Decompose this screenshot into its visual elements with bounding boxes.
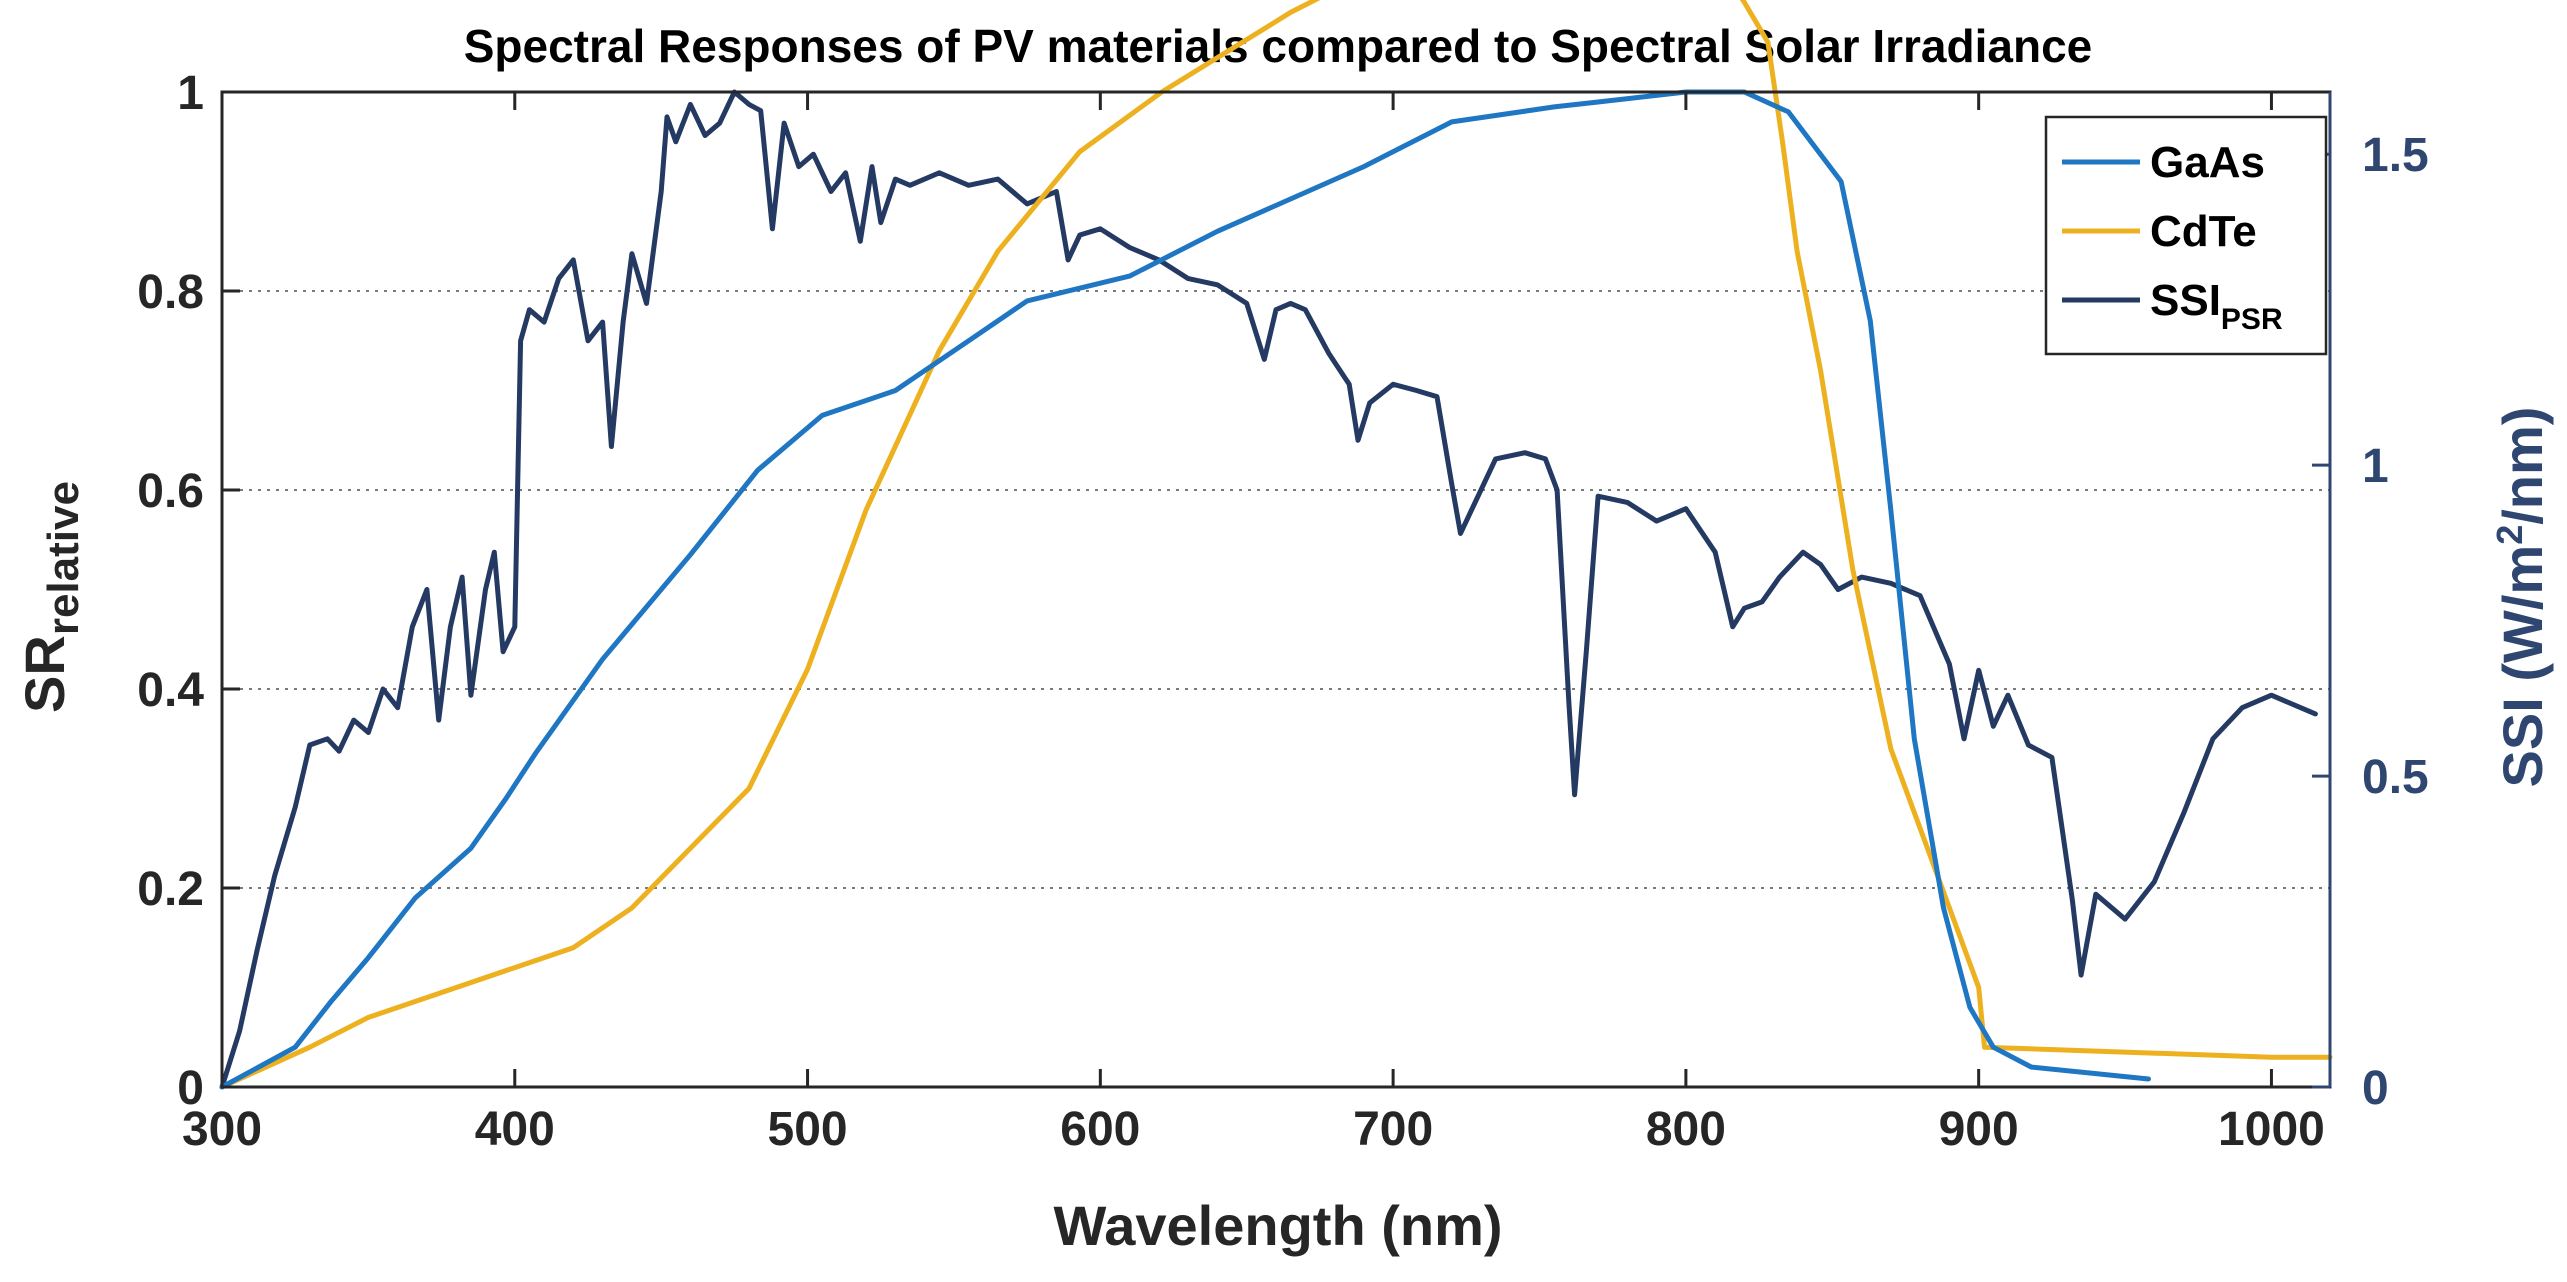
legend-label-gaas: GaAs bbox=[2150, 138, 2265, 187]
legend-label-ssi: SSIPSR bbox=[2150, 276, 2283, 336]
y-left-axis-title: SRrelative bbox=[13, 481, 88, 713]
y-left-tick-label: 0.6 bbox=[137, 465, 204, 518]
grid-lines bbox=[222, 290, 2330, 889]
legend: GaAs CdTe SSIPSR bbox=[2044, 115, 2328, 356]
y-right-axis-title-sup: 2 bbox=[2489, 525, 2530, 545]
x-axis-title: Wavelength (nm) bbox=[1053, 1194, 1502, 1257]
x-tick-labels: 300 400 500 600 700 800 900 1000 bbox=[182, 1103, 2325, 1156]
y-right-axis-title-post: /nm) bbox=[2491, 407, 2554, 525]
y-left-axis-title-sub: relative bbox=[39, 481, 88, 635]
x-tick-label: 500 bbox=[768, 1103, 848, 1156]
series-layer bbox=[219, 0, 2333, 1090]
y-left-tick-labels: 0 0.2 0.4 0.6 0.8 1 bbox=[137, 67, 204, 1115]
y-right-axis-title-pre: SSI (W/m bbox=[2491, 545, 2554, 788]
y-right-axis-title: SSI (W/m2/nm) bbox=[2489, 407, 2554, 788]
y-left-tick-label: 0.4 bbox=[137, 664, 204, 717]
x-tick-label: 400 bbox=[475, 1103, 555, 1156]
y-right-tick-label: 1 bbox=[2362, 440, 2389, 493]
y-right-tick-label: 0.5 bbox=[2362, 751, 2429, 804]
legend-label-ssi-main: SSI bbox=[2150, 276, 2221, 325]
x-tick-label: 1000 bbox=[2218, 1103, 2325, 1156]
legend-label-cdte: CdTe bbox=[2150, 207, 2257, 256]
y-left-tick-label: 0.2 bbox=[137, 863, 204, 916]
legend-box bbox=[2044, 115, 2328, 356]
y-left-tick-label: 1 bbox=[177, 67, 204, 120]
legend-label-ssi-sub: PSR bbox=[2221, 303, 2283, 336]
y-left-tick-label: 0 bbox=[177, 1062, 204, 1115]
legend-item-ssi: SSIPSR bbox=[2062, 276, 2283, 336]
x-tick-label: 600 bbox=[1060, 1103, 1140, 1156]
series-line-cdte bbox=[219, 0, 2333, 1090]
tick-marks bbox=[220, 90, 2332, 1089]
legend-item-cdte: CdTe bbox=[2062, 207, 2257, 256]
y-right-tick-labels: 0 0.5 1 1.5 bbox=[2362, 129, 2429, 1115]
series-line-gaas bbox=[219, 89, 2151, 1090]
chart-title: Spectral Responses of PV materials compa… bbox=[464, 20, 2093, 72]
series-line-ssi bbox=[219, 89, 2318, 1090]
x-tick-label: 800 bbox=[1646, 1103, 1726, 1156]
x-tick-label: 900 bbox=[1939, 1103, 2019, 1156]
y-right-tick-label: 1.5 bbox=[2362, 129, 2429, 182]
y-left-tick-label: 0.8 bbox=[137, 266, 204, 319]
legend-item-gaas: GaAs bbox=[2062, 138, 2265, 187]
x-tick-label: 700 bbox=[1353, 1103, 1433, 1156]
y-left-axis-title-main: SR bbox=[13, 635, 76, 713]
y-right-tick-label: 0 bbox=[2362, 1062, 2389, 1115]
x-tick-label: 300 bbox=[182, 1103, 262, 1156]
